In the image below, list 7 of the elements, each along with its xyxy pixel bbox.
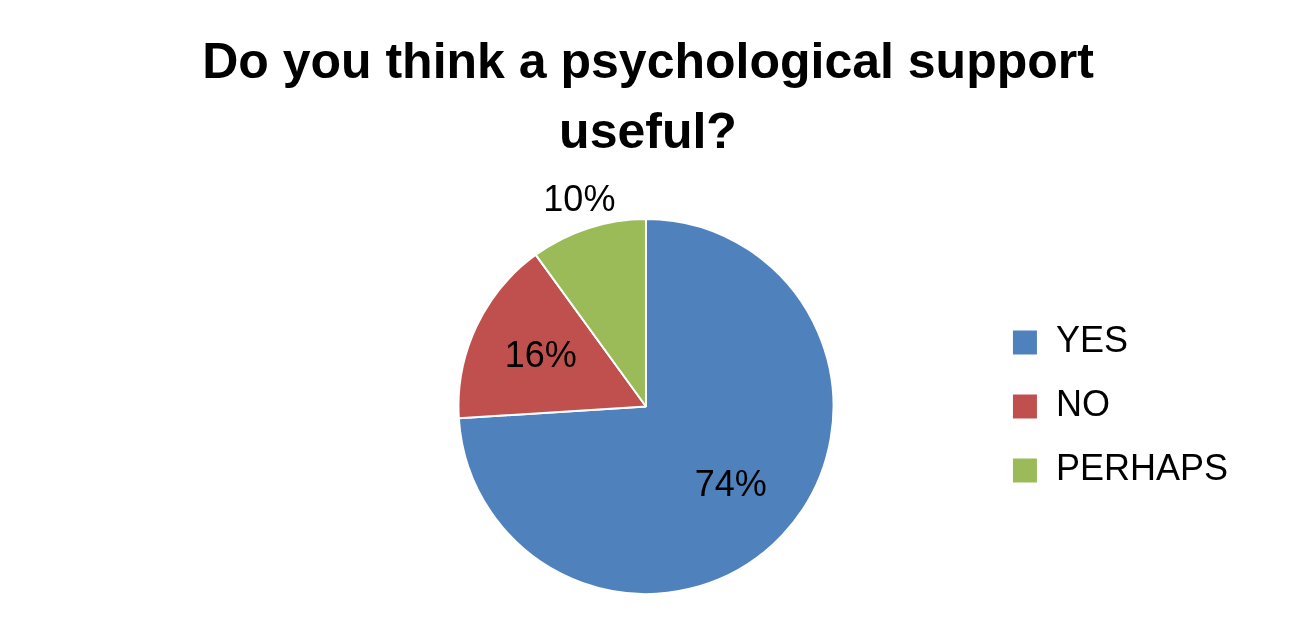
data-label: 74% — [694, 463, 767, 504]
legend-label: NO — [1055, 383, 1110, 425]
data-label: 10% — [543, 178, 616, 220]
legend-label: YES — [1055, 319, 1128, 361]
data-label: 16% — [504, 333, 577, 375]
legend-label: PERHAPS — [1055, 447, 1229, 489]
chart-title: Do you think a psychological support useful? — [201, 32, 1095, 161]
